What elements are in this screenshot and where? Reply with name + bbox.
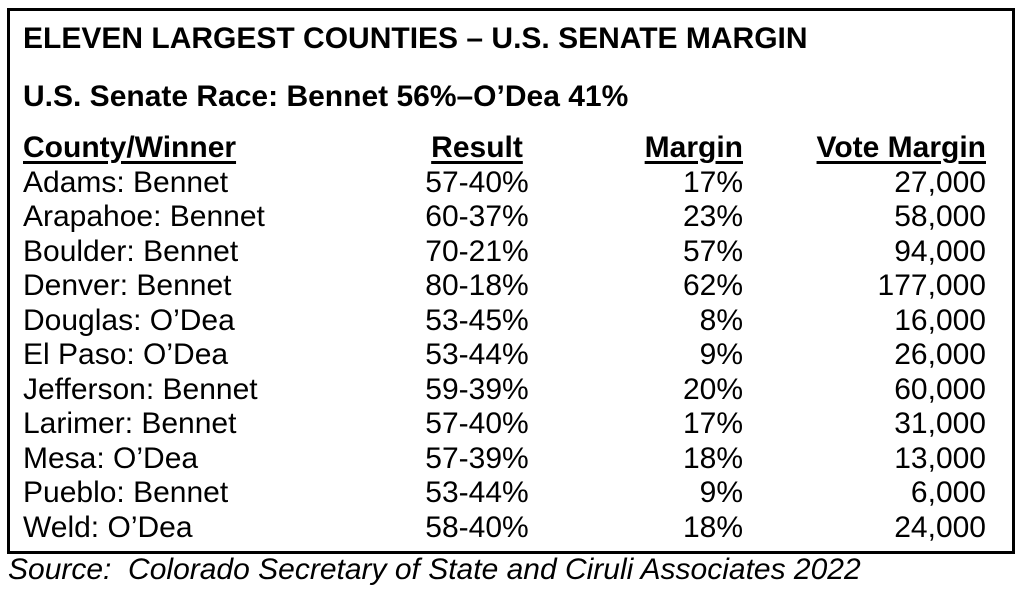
result-cell: 57-40% — [425, 407, 529, 440]
county-winner-cell: Douglas: O’Dea — [23, 303, 235, 337]
result-cell: 60-37% — [425, 200, 529, 233]
page-title: ELEVEN LARGEST COUNTIES – U.S. SENATE MA… — [23, 22, 808, 55]
table-row: Boulder: Bennet 70-21% 57% 94,000 — [23, 235, 986, 270]
vote-margin-cell: 31,000 — [894, 407, 986, 440]
table-row: Pueblo: Bennet 53-44% 9% 6,000 — [23, 476, 986, 511]
result-cell: 53-44% — [425, 338, 529, 371]
margin-cell: 9% — [699, 338, 743, 371]
county-winner-cell: El Paso: O’Dea — [23, 338, 229, 371]
result-cell: 57-39% — [425, 441, 529, 475]
margin-cell: 18% — [682, 441, 743, 475]
county-winner-cell: Boulder: Bennet — [23, 234, 239, 268]
table-row: Arapahoe: Bennet 60-37% 23% 58,000 — [23, 200, 986, 235]
vote-margin-cell: 26,000 — [894, 338, 986, 371]
county-winner-cell: Arapahoe: Bennet — [23, 200, 265, 233]
county-winner-cell: Pueblo: Bennet — [23, 476, 229, 509]
margin-cell: 17% — [682, 407, 743, 440]
margin-cell: 17% — [682, 165, 743, 199]
margin-cell: 18% — [682, 510, 743, 544]
table-row: Douglas: O’Dea 53-45% 8% 16,000 — [23, 304, 986, 339]
county-winner-cell: Adams: Bennet — [23, 165, 229, 199]
county-winner-cell: Weld: O’Dea — [23, 510, 193, 544]
result-cell: 57-40% — [425, 165, 529, 199]
vote-margin-cell: 60,000 — [894, 372, 986, 406]
result-cell: 53-44% — [425, 476, 529, 509]
margin-cell: 57% — [682, 234, 743, 268]
table-row: Jefferson: Bennet 59-39% 20% 60,000 — [23, 373, 986, 408]
county-winner-cell: Larimer: Bennet — [23, 407, 237, 440]
table-row: El Paso: O’Dea 53-44% 9% 26,000 — [23, 338, 986, 373]
source-note: Source: Colorado Secretary of State and … — [8, 553, 861, 586]
county-winner-cell: Jefferson: Bennet — [23, 372, 258, 406]
vote-margin-cell: 24,000 — [894, 510, 986, 544]
table-row: Larimer: Bennet 57-40% 17% 31,000 — [23, 407, 986, 442]
table-row: Adams: Bennet 57-40% 17% 27,000 — [23, 166, 986, 201]
table-row: Denver: Bennet 80-18% 62% 177,000 — [23, 269, 986, 304]
margin-cell: 20% — [682, 372, 743, 406]
results-table-box: ELEVEN LARGEST COUNTIES – U.S. SENATE MA… — [7, 8, 1015, 554]
vote-margin-cell: 6,000 — [910, 476, 986, 509]
margin-cell: 62% — [682, 269, 743, 302]
county-results-table: County/Winner Result Margin Vote Margin … — [23, 131, 986, 545]
vote-margin-cell: 58,000 — [894, 200, 986, 233]
table-row: Weld: O’Dea 58-40% 18% 24,000 — [23, 511, 986, 546]
result-cell: 80-18% — [425, 269, 529, 302]
race-summary: U.S. Senate Race: Bennet 56%–O’Dea 41% — [23, 80, 629, 113]
vote-margin-cell: 177,000 — [877, 269, 986, 302]
result-cell: 58-40% — [425, 510, 529, 544]
margin-cell: 23% — [682, 200, 743, 233]
vote-margin-cell: 13,000 — [894, 441, 986, 475]
vote-margin-cell: 27,000 — [894, 165, 986, 199]
margin-cell: 9% — [699, 476, 743, 509]
county-winner-cell: Denver: Bennet — [23, 269, 232, 302]
county-winner-cell: Mesa: O’Dea — [23, 441, 199, 475]
vote-margin-cell: 16,000 — [894, 303, 986, 337]
table-row: Mesa: O’Dea 57-39% 18% 13,000 — [23, 442, 986, 477]
result-cell: 59-39% — [425, 372, 529, 406]
col-header-vote-margin: Vote Margin — [816, 131, 986, 164]
col-header-county-winner: County/Winner — [23, 131, 237, 164]
vote-margin-cell: 94,000 — [894, 234, 986, 268]
result-cell: 70-21% — [425, 234, 529, 268]
col-header-result: Result — [431, 131, 523, 164]
table-header-row: County/Winner Result Margin Vote Margin — [23, 131, 986, 166]
margin-cell: 8% — [699, 303, 743, 337]
result-cell: 53-45% — [425, 303, 529, 337]
col-header-margin: Margin — [644, 131, 743, 164]
